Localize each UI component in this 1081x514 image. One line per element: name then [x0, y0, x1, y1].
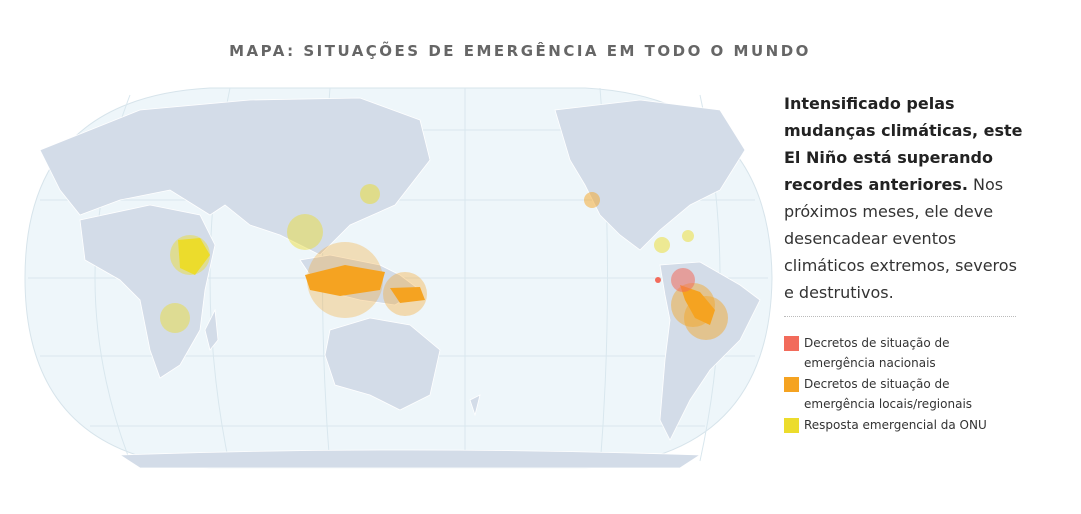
legend-swatch [784, 377, 799, 392]
legend-item: Decretos de situação de emergência nacio… [784, 333, 1024, 373]
hotspot [655, 277, 661, 283]
legend-label: Resposta emergencial da ONU [804, 418, 987, 432]
hotspot [160, 303, 190, 333]
hotspot [360, 184, 380, 204]
legend-swatch [784, 418, 799, 433]
legend-swatch [784, 336, 799, 351]
world-map [24, 87, 773, 469]
hotspots [160, 184, 728, 340]
hotspot [680, 285, 715, 325]
description-bold: Intensificado pelas mudanças climáticas,… [784, 94, 1023, 194]
hotspot [178, 238, 210, 275]
hotspot [584, 192, 600, 208]
legend-label: Decretos de situação de emergência locai… [804, 377, 973, 411]
hotspot [305, 265, 385, 296]
hotspot [654, 237, 670, 253]
legend-item: Resposta emergencial da ONU [784, 415, 1024, 435]
legend-label: Decretos de situação de emergência nacio… [804, 336, 950, 370]
hotspot [390, 287, 425, 303]
description-text: Nos próximos meses, ele deve desencadear… [784, 175, 1017, 302]
legend: Decretos de situação de emergência nacio… [784, 333, 1024, 436]
separator [784, 316, 1016, 317]
description: Intensificado pelas mudanças climáticas,… [784, 90, 1029, 306]
hotspot [287, 214, 323, 250]
legend-item: Decretos de situação de emergência locai… [784, 374, 1024, 414]
title: MAPA: SITUAÇÕES DE EMERGÊNCIA EM TODO O … [229, 42, 811, 60]
hotspot [671, 268, 695, 292]
hotspot [682, 230, 694, 242]
